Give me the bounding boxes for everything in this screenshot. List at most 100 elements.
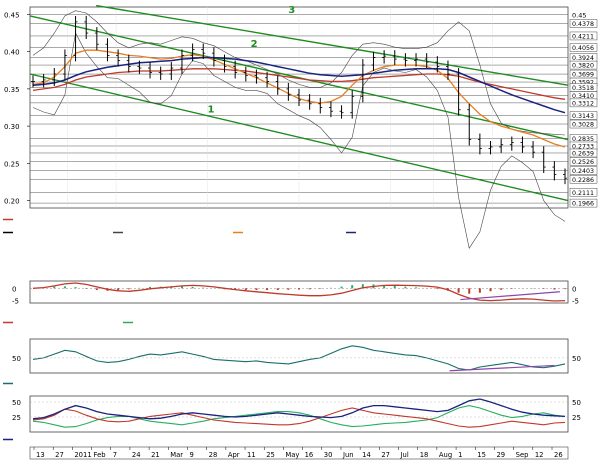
x-tick-label: 13 [36, 451, 45, 459]
level-label-box [569, 148, 598, 158]
level-label: 0.3924 [572, 55, 594, 62]
level-label: 0.2111 [572, 190, 594, 197]
level-label: 0.3143 [572, 113, 594, 120]
channel-label: 3 [288, 5, 295, 16]
macd-panel [29, 280, 569, 304]
level-label-box [569, 98, 598, 108]
x-tick-label: 1 [458, 451, 462, 459]
x-tick-label: 15 [477, 451, 486, 459]
minus-di-line [32, 405, 566, 428]
macd-line [32, 282, 566, 302]
channel-label: 2 [251, 39, 258, 50]
x-tick-label: 18 [420, 451, 429, 459]
adx-right-label: 50 [572, 399, 581, 407]
x-tick-label: 21 [151, 451, 160, 459]
bollinger-upper-line [32, 10, 566, 136]
channel-line [96, 4, 569, 86]
y-tick-label: 0.45 [4, 11, 20, 19]
level-label: 0.2286 [572, 177, 594, 184]
level-label: 0.3699 [572, 72, 594, 79]
x-tick-label: 30 [324, 451, 333, 459]
x-tick-label: 11 [247, 451, 256, 459]
y-tick-label: 0.40 [4, 49, 20, 57]
level-label: 0.4378 [572, 21, 594, 28]
x-tick-label: Mar [170, 451, 183, 459]
level-label: 0.2526 [572, 159, 594, 166]
rsi-right-label: 50 [572, 355, 581, 363]
x-tick-label: 28 [209, 451, 218, 459]
level-label: 0.4211 [572, 33, 594, 40]
x-tick-label: Jun [342, 451, 354, 459]
level-label-box [569, 198, 598, 208]
x-tick-label: 2011 [74, 451, 91, 459]
level-label: 0.1966 [572, 201, 594, 208]
moving-average-red-line [32, 68, 566, 100]
level-label-box [569, 157, 598, 166]
x-tick-label: Sep [516, 451, 529, 459]
level-label-box [569, 175, 598, 184]
x-tick-label: 26 [554, 451, 563, 459]
level-label: 0.2835 [572, 136, 594, 143]
right-axis-label: 0.45 [572, 11, 586, 19]
level-label: 0.3312 [572, 100, 594, 107]
y-tick-label: 0.25 [4, 160, 20, 168]
adx-line [32, 398, 566, 420]
x-tick-label: May [285, 451, 299, 459]
x-tick-label: 14 [362, 451, 371, 459]
channel-line [29, 15, 569, 141]
rsi-y-tick-label: 50 [12, 355, 21, 363]
x-tick-label: 12 [535, 451, 544, 459]
level-label: 0.2403 [572, 168, 594, 175]
level-label-box [569, 31, 598, 41]
x-tick-label: Aug [439, 451, 452, 459]
x-tick-label: Jul [400, 451, 409, 459]
level-label: 0.2733 [572, 143, 594, 150]
level-label-box [569, 19, 598, 28]
x-tick-label: 7 [113, 451, 117, 459]
rsi-line [32, 345, 566, 371]
macd-right-label: 0 [572, 285, 576, 293]
level-label-box [569, 188, 598, 197]
level-label: 0.3518 [572, 85, 594, 92]
level-label-box [569, 111, 598, 120]
adx-right-label: 25 [572, 414, 581, 422]
macd-y-tick-label: -5 [12, 298, 19, 306]
y-tick-label: 0.30 [4, 123, 20, 131]
x-tick-label: 16 [305, 451, 314, 459]
y-tick-label: 0.35 [4, 86, 20, 94]
level-label: 0.4056 [572, 45, 594, 52]
channel-line [29, 73, 569, 202]
x-tick-label: Feb [94, 451, 106, 459]
x-tick-label: 27 [55, 451, 64, 459]
x-tick-label: 29 [496, 451, 505, 459]
x-tick-label: 25 [266, 451, 275, 459]
level-label: 0.2639 [572, 150, 594, 157]
level-label-box [569, 60, 598, 70]
channel-label: 1 [208, 105, 215, 116]
adx-y-tick-label: 50 [12, 399, 21, 407]
y-tick-label: 0.20 [4, 198, 20, 206]
macd-y-tick-label: 0 [12, 285, 16, 293]
adx-y-tick-label: 25 [12, 414, 21, 422]
level-label-box [569, 119, 598, 129]
macd-trendline [460, 291, 560, 301]
rsi-trendline [449, 364, 555, 372]
x-tick-label: Apr [228, 451, 240, 459]
x-tick-label: 27 [381, 451, 390, 459]
level-label: 0.3410 [572, 93, 594, 100]
x-tick-label: 9 [189, 451, 193, 459]
x-tick-label: 24 [132, 451, 141, 459]
level-label: 0.3820 [572, 63, 594, 70]
level-label-box [569, 166, 598, 175]
moving-average-blue-line [32, 56, 566, 114]
rsi-panel [29, 338, 569, 374]
bollinger-lower-line [32, 32, 566, 249]
plus-di-line [32, 407, 566, 428]
level-label: 0.3592 [572, 80, 594, 87]
macd-right-label: -5 [572, 298, 579, 306]
x-axis-strip [29, 446, 569, 460]
level-label: 0.3028 [572, 122, 594, 129]
level-label-box [569, 43, 598, 52]
